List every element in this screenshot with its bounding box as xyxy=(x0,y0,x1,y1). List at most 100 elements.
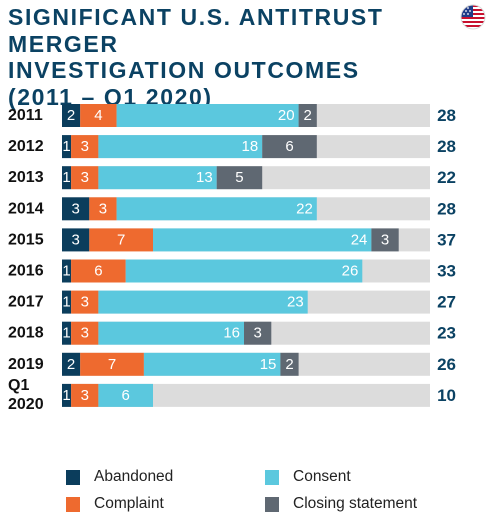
bar-segment-abandoned-2017 xyxy=(62,290,72,314)
data-label-abandoned-2014: 3 xyxy=(71,200,79,217)
bar-segment-consent-2018 xyxy=(98,321,245,345)
data-label-complaint-2016: 6 xyxy=(94,263,102,280)
data-label-consent-2015: 24 xyxy=(351,231,368,248)
bar-segment-abandoned-q1-2020 xyxy=(62,383,72,407)
bar-segment-complaint-2019 xyxy=(80,352,144,376)
bar-segment-complaint-2011 xyxy=(80,104,117,127)
category-label-2018: 2018 xyxy=(8,325,44,342)
bar-segment-abandoned-2012 xyxy=(62,135,72,159)
data-label-abandoned-2016: 1 xyxy=(62,263,70,280)
data-label-complaint-2011: 4 xyxy=(94,107,102,124)
total-label-q1-2020: 10 xyxy=(437,386,456,405)
bar-segment-consent-2019 xyxy=(143,352,281,376)
data-label-abandoned-2017: 1 xyxy=(62,294,70,311)
category-label-2016: 2016 xyxy=(8,263,44,280)
total-label-2014: 28 xyxy=(437,199,456,218)
bar-segment-consent-2012 xyxy=(98,135,263,159)
category-label-2013: 2013 xyxy=(8,169,44,186)
legend-item-consent: Consent xyxy=(265,468,351,486)
bar-segment-abandoned-2013 xyxy=(62,166,72,190)
bar-segment-closing-2018 xyxy=(244,321,272,345)
total-label-2019: 26 xyxy=(437,355,456,374)
data-label-closing-2015: 3 xyxy=(381,231,389,248)
total-label-2015: 37 xyxy=(437,230,456,249)
data-label-complaint-2018: 3 xyxy=(81,325,89,342)
bar-segment-abandoned-2015 xyxy=(62,228,90,252)
category-label-2011: 2011 xyxy=(8,107,43,124)
total-label-2012: 28 xyxy=(437,137,456,156)
bar-track-q1-2020 xyxy=(62,383,430,407)
total-label-2018: 23 xyxy=(437,324,456,343)
data-label-closing-2018: 3 xyxy=(253,325,261,342)
data-label-consent-2019: 15 xyxy=(260,356,277,373)
data-label-consent-2012: 18 xyxy=(242,138,259,155)
bar-segment-consent-2015 xyxy=(153,228,372,252)
legend-swatch-complaint xyxy=(66,496,80,512)
data-label-consent-2018: 16 xyxy=(223,325,240,342)
bar-segment-closing-2011 xyxy=(298,104,317,127)
data-label-complaint-2017: 3 xyxy=(81,294,89,311)
bar-segment-complaint-2015 xyxy=(89,228,153,252)
legend-swatch-abandoned xyxy=(66,469,80,485)
legend-swatch-consent xyxy=(265,469,279,485)
data-label-complaint-2014: 3 xyxy=(99,200,107,217)
legend-label-complaint: Complaint xyxy=(94,495,164,512)
bar-segment-abandoned-2019 xyxy=(62,352,81,376)
bar-segment-complaint-2018 xyxy=(71,321,99,345)
total-label-2017: 27 xyxy=(437,293,456,312)
data-label-complaint-2012: 3 xyxy=(81,138,89,155)
bar-segment-abandoned-2011 xyxy=(62,104,81,127)
bar-segment-closing-2012 xyxy=(262,135,317,159)
legend-label-consent: Consent xyxy=(293,468,351,485)
data-label-closing-2012: 6 xyxy=(285,138,293,155)
legend-swatch-closing-statement xyxy=(265,496,279,512)
data-label-abandoned-2018: 1 xyxy=(62,325,70,342)
data-label-abandoned-2013: 1 xyxy=(62,169,70,186)
data-label-consent-2013: 13 xyxy=(196,169,213,186)
legend-label-abandoned: Abandoned xyxy=(94,468,174,485)
data-label-abandoned-2011: 2 xyxy=(67,107,75,124)
category-label-2012: 2012 xyxy=(8,138,44,155)
category-label-2014: 2014 xyxy=(8,200,44,217)
bar-segment-complaint-2013 xyxy=(71,166,99,190)
chart-title: SIGNIFICANT U.S. ANTITRUST MERGER INVEST… xyxy=(8,4,458,110)
bar-segment-closing-2019 xyxy=(280,352,299,376)
category-label-2017: 2017 xyxy=(8,294,44,311)
data-label-closing-2019: 2 xyxy=(285,356,293,373)
bar-segment-abandoned-2014 xyxy=(62,197,90,221)
total-label-2013: 22 xyxy=(437,168,456,187)
legend-label-closing-statement: Closing statement xyxy=(293,495,418,512)
data-label-abandoned-q1-2020: 1 xyxy=(62,387,70,404)
bar-segment-consent-2016 xyxy=(125,259,363,283)
category-label-q1-2020-part-1: Q1 xyxy=(8,377,29,394)
data-label-abandoned-2015: 3 xyxy=(71,231,79,248)
bar-segment-consent-2014 xyxy=(116,197,317,221)
title-line-2: INVESTIGATION OUTCOMES xyxy=(8,57,360,83)
us-flag-icon xyxy=(460,4,486,30)
bar-segment-abandoned-2016 xyxy=(62,259,72,283)
data-label-complaint-2015: 7 xyxy=(117,231,125,248)
legend-item-closing-statement: Closing statement xyxy=(265,495,417,513)
data-label-complaint-2019: 7 xyxy=(108,356,116,373)
bar-segment-consent-2011 xyxy=(116,104,299,127)
data-label-consent-q1-2020: 6 xyxy=(122,387,130,404)
data-label-consent-2016: 26 xyxy=(342,263,359,280)
bar-segment-complaint-q1-2020 xyxy=(71,383,99,407)
bar-segment-consent-2013 xyxy=(98,166,217,190)
bar-segment-complaint-2012 xyxy=(71,135,99,159)
category-label-q1-2020-part-2: 2020 xyxy=(8,396,44,413)
legend-item-abandoned: Abandoned xyxy=(66,468,173,486)
bar-segment-abandoned-2018 xyxy=(62,321,72,345)
data-label-complaint-q1-2020: 3 xyxy=(81,387,89,404)
bar-segment-closing-2015 xyxy=(371,228,399,252)
total-label-2011: 28 xyxy=(437,106,456,125)
bar-segment-consent-q1-2020 xyxy=(98,383,153,407)
bar-segment-complaint-2014 xyxy=(89,197,117,221)
data-label-closing-2011: 2 xyxy=(304,107,312,124)
data-label-closing-2013: 5 xyxy=(235,169,243,186)
bar-segment-closing-2013 xyxy=(216,166,263,190)
legend-item-complaint: Complaint xyxy=(66,495,164,513)
data-label-consent-2011: 20 xyxy=(278,107,295,124)
data-label-complaint-2013: 3 xyxy=(81,169,89,186)
